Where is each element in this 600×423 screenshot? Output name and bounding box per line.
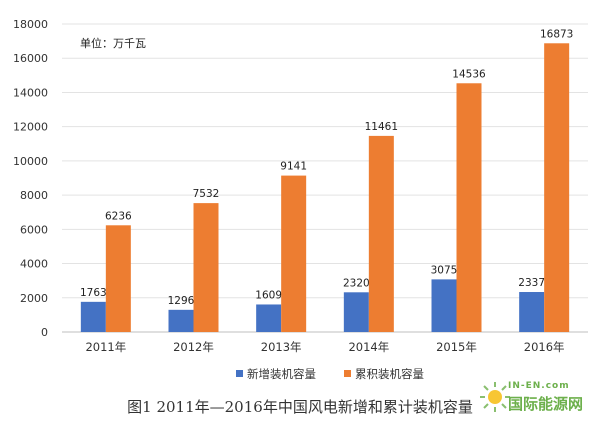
x-tick-label: 2012年 <box>173 340 214 354</box>
figure-caption: 图1 2011年—2016年中国风电新增和累计装机容量 <box>127 398 473 416</box>
x-tick-label: 2011年 <box>85 340 126 354</box>
gridlines <box>62 23 588 333</box>
y-tick-label: 8000 <box>20 189 48 202</box>
y-tick-label: 0 <box>41 326 48 339</box>
bar-cumulative <box>544 43 570 333</box>
x-tick-label: 2015年 <box>436 340 477 354</box>
y-axis-tick-labels: 0 2000 4000 6000 8000 10000 12000 14000 16000 180… <box>13 18 48 339</box>
data-label: 16873 <box>540 28 573 40</box>
data-label: 11461 <box>365 121 398 133</box>
data-label: 1296 <box>168 295 195 307</box>
watermark-name: 国际能源网 <box>508 395 584 413</box>
y-tick-label: 4000 <box>20 258 48 271</box>
bar-cumulative <box>193 203 219 332</box>
data-label: 6236 <box>105 210 132 222</box>
data-label: 2320 <box>343 277 370 289</box>
unit-label: 单位：万千瓦 <box>80 37 146 50</box>
watermark: IN-EN.com 国际能源网 <box>478 378 596 418</box>
data-label: 9141 <box>280 161 307 173</box>
bar-cumulative <box>456 83 482 332</box>
y-tick-label: 6000 <box>20 223 48 236</box>
watermark-site: IN-EN.com <box>508 381 570 391</box>
data-label: 1609 <box>255 289 282 301</box>
legend-label: 累积装机容量 <box>355 367 424 381</box>
x-tick-label: 2014年 <box>348 340 389 354</box>
data-label: 7532 <box>193 188 220 200</box>
bar-new <box>343 292 369 332</box>
x-tick-label: 2013年 <box>261 340 302 354</box>
bar-new <box>431 279 457 332</box>
y-tick-label: 18000 <box>13 18 48 31</box>
legend-swatch <box>344 370 351 377</box>
bar-new <box>256 304 282 332</box>
data-label: 2337 <box>518 277 545 289</box>
y-tick-label: 2000 <box>20 292 48 305</box>
legend: 新增装机容量 累积装机容量 <box>236 367 424 381</box>
y-tick-label: 12000 <box>13 121 48 134</box>
bar-cumulative <box>105 225 131 332</box>
y-tick-label: 14000 <box>13 86 48 99</box>
x-tick-label: 2016年 <box>524 340 565 354</box>
y-tick-label: 16000 <box>13 52 48 65</box>
bar-new <box>168 309 194 332</box>
bar-new <box>80 301 106 332</box>
x-axis-tick-labels: 2011年 2012年 2013年 2014年 2015年 2016年 <box>85 340 564 354</box>
legend-swatch <box>236 370 243 377</box>
bar-cumulative <box>368 135 394 332</box>
data-label: 1763 <box>80 287 107 299</box>
y-tick-label: 10000 <box>13 155 48 168</box>
sun-logo-icon <box>480 382 510 412</box>
bars: 1763 6236 1296 7532 1609 9141 2320 11461 3075 145… <box>80 28 573 333</box>
bar-cumulative <box>281 175 307 332</box>
data-label: 14536 <box>452 68 486 80</box>
legend-label: 新增装机容量 <box>247 367 316 381</box>
bar-new <box>519 292 545 332</box>
data-label: 3075 <box>431 264 458 276</box>
